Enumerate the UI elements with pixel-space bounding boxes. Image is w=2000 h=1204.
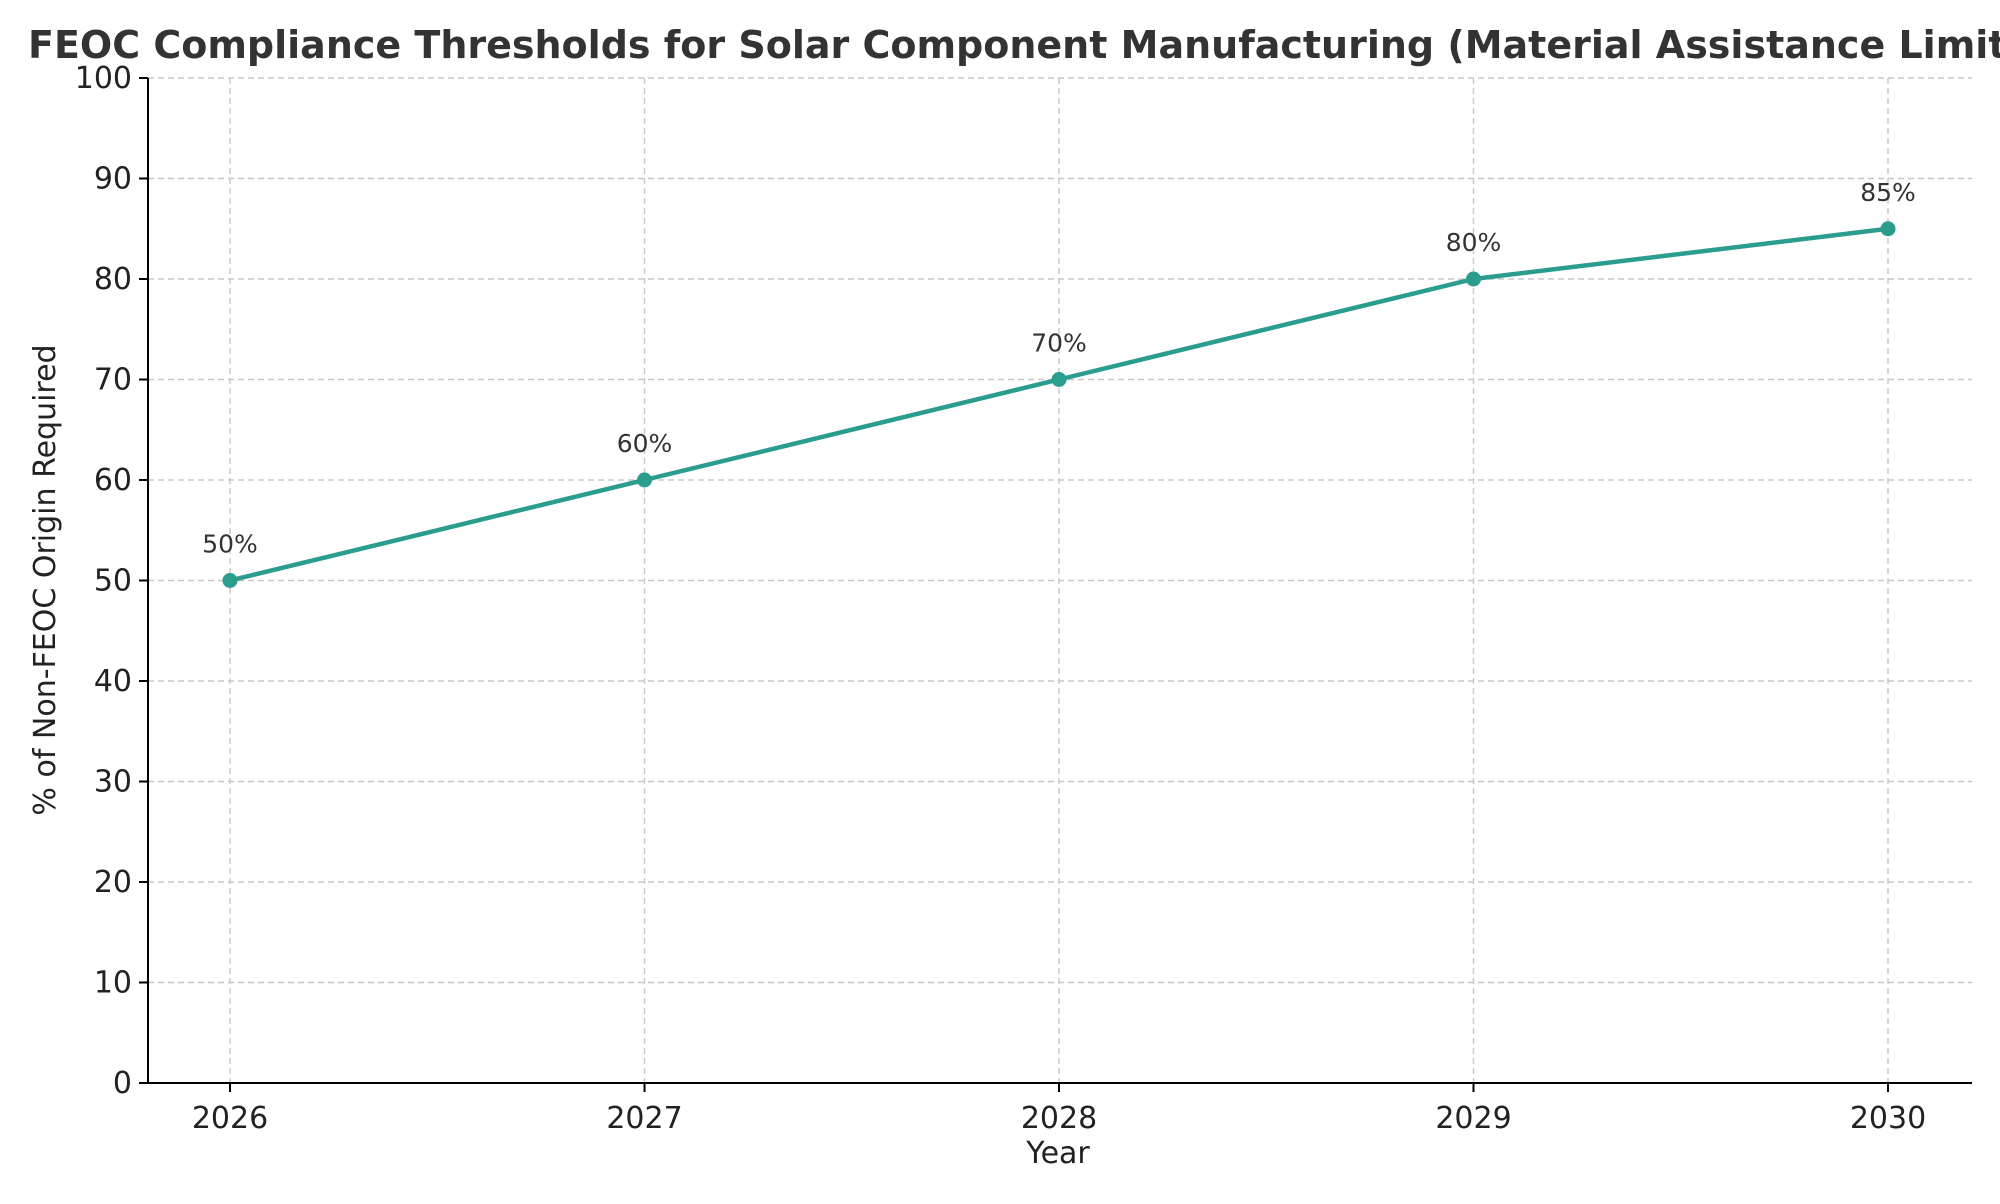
data-point xyxy=(222,573,238,588)
y-tick-label: 100 xyxy=(75,61,132,96)
data-label: 50% xyxy=(202,530,258,559)
data-label: 70% xyxy=(1031,329,1087,358)
data-point xyxy=(1466,271,1481,287)
data-point xyxy=(1880,221,1896,237)
data-labels: 50% 60% 70% 80% 85% xyxy=(202,178,1916,559)
x-tick-label: 2028 xyxy=(1021,1101,1097,1136)
y-tick-label: 80 xyxy=(94,262,132,297)
y-tick-label: 20 xyxy=(94,865,132,900)
x-tick-label: 2029 xyxy=(1435,1101,1511,1136)
y-tick-label: 30 xyxy=(94,765,132,800)
y-tick-label: 0 xyxy=(113,1066,132,1101)
x-axis-label: Year xyxy=(1025,1136,1090,1171)
y-tick-label: 10 xyxy=(94,966,132,1001)
y-tick-label: 60 xyxy=(94,463,132,498)
x-tick-label: 2030 xyxy=(1850,1101,1926,1136)
chart-title: FEOC Compliance Thresholds for Solar Com… xyxy=(28,23,2000,67)
y-tick-label: 40 xyxy=(94,664,132,699)
x-tick-label: 2027 xyxy=(606,1101,682,1136)
data-point xyxy=(637,472,652,488)
x-tick-label: 2026 xyxy=(192,1101,268,1136)
series-line xyxy=(222,221,1896,588)
data-label: 60% xyxy=(617,429,673,458)
y-tick-label: 70 xyxy=(94,363,132,398)
grid-lines xyxy=(148,77,1972,1084)
y-tick-label: 90 xyxy=(94,162,132,197)
y-tick-label: 50 xyxy=(94,564,132,599)
data-point xyxy=(1051,372,1067,387)
data-label: 80% xyxy=(1446,228,1502,257)
y-axis-label: % of Non-FEOC Origin Required xyxy=(28,344,63,815)
data-label: 85% xyxy=(1860,178,1916,207)
